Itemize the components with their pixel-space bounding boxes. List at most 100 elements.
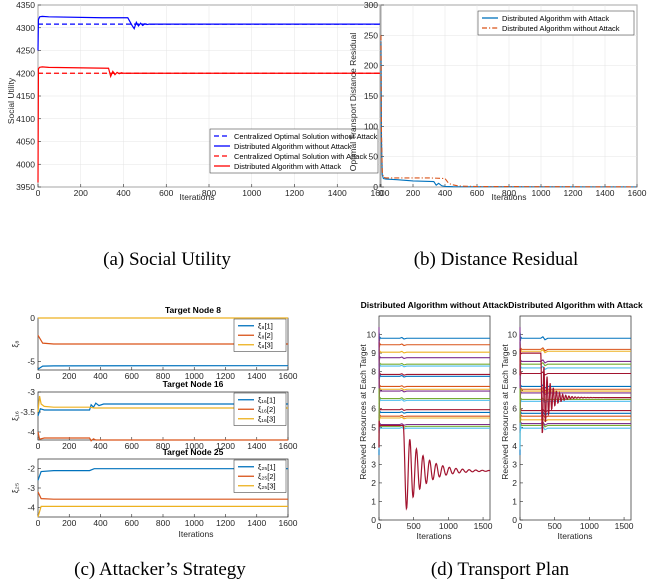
b-ytick-label: 50	[369, 152, 379, 162]
a-xtick-label: 1600	[371, 188, 390, 198]
c0-legend-label: ξ₈[3]	[258, 341, 273, 350]
a-xtick-label: 1400	[328, 188, 347, 198]
c2-ytick-label: -4	[27, 502, 35, 512]
b-ytick-label: 250	[364, 30, 378, 40]
a-ytick-label: 4050	[16, 137, 35, 147]
c2-legend	[233, 459, 287, 493]
c2-series-1	[37, 491, 288, 500]
d1-ytick-label: 2	[512, 478, 517, 488]
a-legend-label: Centralized Optimal Solution without Att…	[234, 132, 378, 141]
c2-xtick-label: 1200	[216, 518, 235, 528]
a-ytick-label: 4150	[16, 91, 35, 101]
panel-transport-plan: Received Resources at Each Target Receiv…	[358, 300, 643, 580]
c2-xtick-label: 0	[36, 518, 41, 528]
d0-ytick-label: 5	[371, 422, 376, 432]
c1-xtick-label: 400	[93, 441, 107, 451]
d0-ytick-label: 2	[371, 478, 376, 488]
b-xtick-label: 800	[502, 188, 516, 198]
a-ytick-label: 4300	[16, 23, 35, 33]
c0-legend-label: ξ₈[1]	[258, 322, 273, 331]
d0-ytick-label: 10	[367, 330, 377, 340]
d1-plot-area	[519, 315, 632, 521]
c0-series-0	[37, 365, 289, 370]
a-caption: (a) Social Utility	[103, 249, 231, 270]
c2-xtick-label: 1000	[185, 518, 204, 528]
d1-series-19	[519, 422, 631, 450]
a-series-3	[37, 66, 380, 183]
c0-xtick-label: 0	[36, 371, 41, 381]
d0-series-oscillating	[378, 420, 491, 511]
d1-ytick-label: 4	[512, 441, 517, 451]
c0-xtick-label: 1200	[216, 371, 235, 381]
b-xtick-label: 1000	[532, 188, 551, 198]
c-caption: (c) Attacker’s Strategy	[74, 559, 246, 580]
c2-legend-label: ξ₂₅[1]	[258, 463, 276, 472]
d0-xtick-label: 500	[407, 521, 421, 531]
d-right-ylabel: Received Resources at Each Target	[500, 344, 510, 480]
c2-ytick-label: -2	[27, 464, 35, 474]
d-subplot-title-1: Distributed Algorithm with Attack	[508, 300, 643, 310]
c1-series-2	[37, 395, 288, 413]
d1-xtick-label: 1000	[580, 521, 599, 531]
c1-legend-label: ξ₁₆[2]	[258, 405, 275, 414]
c-subplot-ylabel-0: ξ₈	[10, 340, 20, 348]
d1-series-oscillating	[519, 348, 631, 434]
b-ytick-label: 200	[364, 61, 378, 71]
c0-xtick-label: 400	[93, 371, 107, 381]
c1-legend-label: ξ₁₆[1]	[258, 396, 275, 405]
c1-ytick-label: -3.5	[20, 407, 35, 417]
c2-xtick-label: 200	[62, 518, 76, 528]
c0-xtick-label: 1600	[279, 371, 298, 381]
c2-series-0	[37, 468, 288, 481]
b-ytick-label: 100	[364, 121, 378, 131]
b-ytick-label: 0	[373, 182, 378, 192]
c2-xtick-label: 400	[93, 518, 107, 528]
b-xlabel: Iterations	[492, 192, 527, 202]
b-xtick-label: 400	[438, 188, 452, 198]
c1-series-0	[37, 402, 288, 417]
d1-xtick-label: 500	[548, 521, 562, 531]
c0-xtick-label: 800	[156, 371, 170, 381]
c2-xtick-label: 1600	[279, 518, 298, 528]
c1-series-1	[37, 431, 288, 442]
d1-ytick-label: 6	[512, 404, 517, 414]
panel-distance-residual: Optimal Transport Distance Residual Iter…	[348, 0, 647, 270]
c0-xtick-label: 200	[62, 371, 76, 381]
c1-xtick-label: 1000	[185, 441, 204, 451]
c2-series-2	[37, 505, 288, 518]
a-ytick-label: 4100	[16, 114, 35, 124]
b-ytick-label: 150	[364, 91, 378, 101]
c0-series-1	[37, 335, 288, 345]
a-xlabel: Iterations	[180, 192, 215, 202]
d1-ytick-label: 3	[512, 459, 517, 469]
c0-xtick-label: 600	[125, 371, 139, 381]
b-legend	[477, 10, 635, 36]
c1-ytick-label: -4	[27, 427, 35, 437]
d1-ytick-label: 7	[512, 385, 517, 395]
c1-xtick-label: 800	[156, 441, 170, 451]
c2-xtick-label: 800	[156, 518, 170, 528]
c-subplot-title-0: Target Node 8	[165, 305, 221, 315]
d-caption: (d) Transport Plan	[431, 559, 570, 580]
c-subplot-title-2: Target Node 25	[163, 447, 224, 457]
c1-xtick-label: 200	[62, 441, 76, 451]
d1-ytick-label: 8	[512, 367, 517, 377]
d1-ytick-label: 10	[508, 330, 518, 340]
b-xtick-label: 1600	[628, 188, 647, 198]
c0-ytick-label: -5	[27, 356, 35, 366]
d1-xtick-label: 1500	[615, 521, 634, 531]
c1-legend-label: ξ₁₆[3]	[258, 415, 275, 424]
a-xtick-label: 600	[159, 188, 173, 198]
b-xtick-label: 0	[379, 188, 384, 198]
c1-ytick-label: -3	[27, 387, 35, 397]
c-subplot-ylabel-1: ξ₁₆	[10, 411, 20, 421]
d0-ytick-label: 9	[371, 348, 376, 358]
d0-ytick-label: 8	[371, 367, 376, 377]
d1-ytick-label: 1	[512, 496, 517, 506]
c0-legend-label: ξ₈[2]	[258, 331, 273, 340]
d-subplot-title-0: Distributed Algorithm without Attack	[361, 300, 509, 310]
d0-ytick-label: 1	[371, 496, 376, 506]
a-ytick-label: 4250	[16, 46, 35, 56]
d0-ytick-label: 0	[371, 515, 376, 525]
